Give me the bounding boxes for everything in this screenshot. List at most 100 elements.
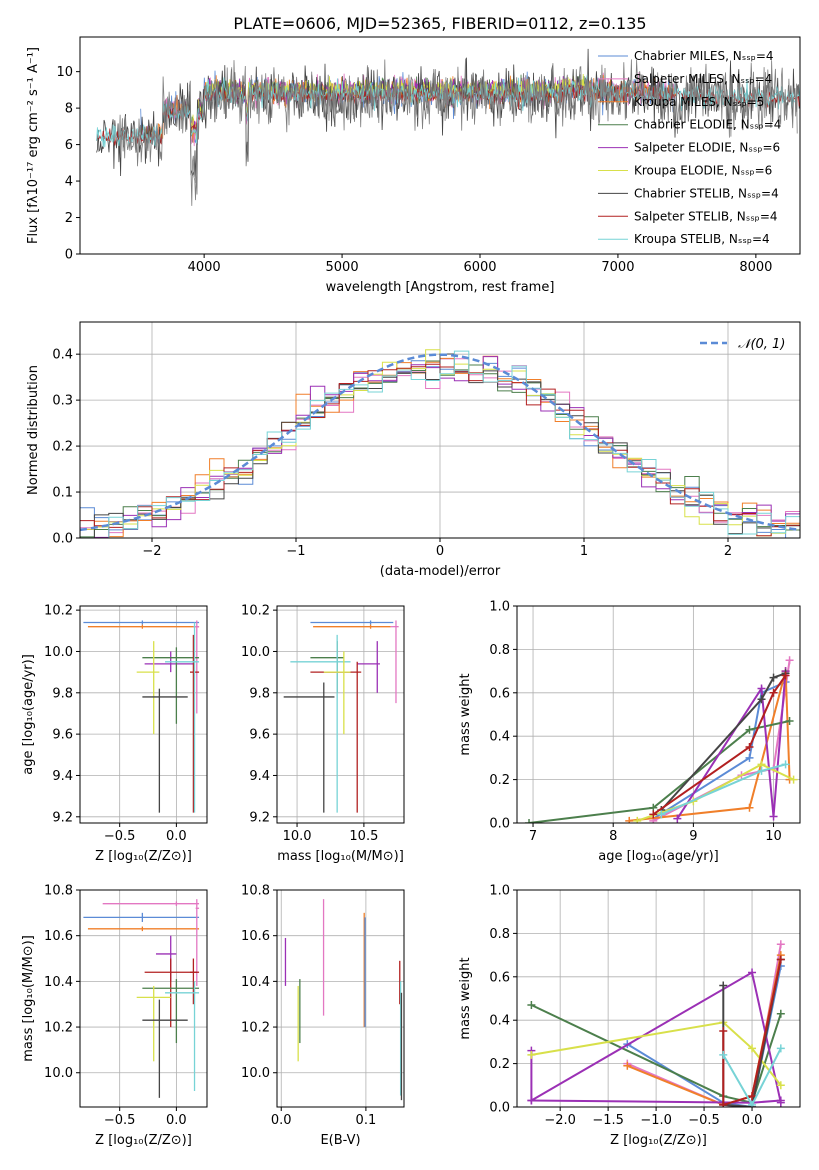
error-bar-point <box>102 901 200 906</box>
x-tick-label: −0.5 <box>104 1113 136 1128</box>
plot-area <box>83 620 200 813</box>
mass-weight-marker <box>719 981 728 990</box>
mass-weight-marker <box>748 1044 757 1053</box>
mass-weight-marker <box>719 1100 728 1107</box>
y-tick-label: 0.0 <box>489 1101 510 1116</box>
x-tick-label: 0.0 <box>166 1113 187 1128</box>
mass-weight-marker <box>757 684 766 693</box>
error-bar-point <box>290 634 351 813</box>
mass-weight-marker <box>757 766 766 775</box>
legend-label: Chabrier ELODIE, Nₛₛₚ=4 <box>634 118 781 132</box>
x-axis-label: wavelength [Angstrom, rest frame] <box>326 280 555 295</box>
plot-area <box>527 940 785 1107</box>
x-axis-label: age [log₁₀(age/yr)] <box>598 849 719 864</box>
y-tick-label: 10.0 <box>44 645 73 660</box>
mass-weight-line <box>636 763 795 822</box>
y-tick-label: 10 <box>56 65 73 80</box>
error-bar-point <box>390 620 399 704</box>
y-tick-label: 0.8 <box>489 643 510 658</box>
y-tick-label: 0.6 <box>489 970 510 985</box>
x-tick-label: 8 <box>609 829 617 844</box>
x-tick-label: 0.0 <box>271 1113 292 1128</box>
mass-weight-marker <box>649 810 658 819</box>
x-tick-label: 0.1 <box>356 1113 377 1128</box>
spectrum-series-line <box>118 58 798 206</box>
error-bar-point <box>142 647 200 724</box>
mass-weight-line <box>629 670 791 822</box>
mass-weight-marker <box>776 1044 785 1053</box>
legend-label: 𝒩(0, 1) <box>738 337 785 352</box>
legend-label: Salpeter ELODIE, Nₛₛₚ=6 <box>634 141 780 155</box>
x-tick-label: 10.0 <box>283 829 312 844</box>
mass-weight-marker <box>719 1027 728 1036</box>
mass-weight-line <box>531 1021 782 1086</box>
mass-weight-marker <box>745 743 754 752</box>
axes-frame <box>516 889 801 1108</box>
panel-age-vs-z: −0.5 0.0 9.2 9.4 9.6 9.8 10.0 10.2 Z [log₁₀(Z/Z⊙… <box>21 604 208 864</box>
y-tick-label: 10.0 <box>241 645 270 660</box>
legend-label: Kroupa ELODIE, Nₛₛₚ=6 <box>634 164 772 178</box>
legend-label: Chabrier MILES, Nₛₛₚ=4 <box>634 49 774 63</box>
y-tick-label: 8 <box>65 102 73 117</box>
plot-area <box>96 48 800 206</box>
mass-weight-marker <box>745 753 754 762</box>
panel-mass-weight-vs-z: −2.0 −1.5 −1.0 −0.5 0.0 0.0 0.2 0.4 0.6 0.8 1.0 Z [… <box>458 884 801 1148</box>
histogram-series <box>80 350 800 538</box>
error-bar-point <box>83 912 200 922</box>
error-bar-point <box>313 624 391 629</box>
x-tick-label: 0 <box>436 544 444 559</box>
mass-weight-marker <box>776 1009 785 1018</box>
y-axis-label: Normed distribution <box>26 365 41 495</box>
y-axis-label: age [log₁₀(age/yr)] <box>21 654 36 775</box>
y-tick-label: 9.2 <box>52 810 73 825</box>
x-axis-label: Z [log₁₀(Z/Z⊙)] <box>95 1133 192 1148</box>
error-bar-point <box>87 624 200 629</box>
y-axis-label: Flux [fλ10⁻¹⁷ erg cm⁻² s⁻¹ A⁻¹] <box>26 47 41 244</box>
y-tick-label: 10.0 <box>241 1066 270 1081</box>
mass-weight-marker <box>757 695 766 704</box>
y-tick-label: 4 <box>65 175 73 190</box>
error-bar-point <box>87 926 200 932</box>
error-bar-point <box>136 641 160 735</box>
y-tick-label: 0.4 <box>489 1014 510 1029</box>
x-tick-label: −0.5 <box>688 1113 720 1128</box>
axes-frame <box>516 605 801 824</box>
mass-weight-marker <box>776 1096 785 1105</box>
y-tick-label: 0.0 <box>52 532 73 547</box>
error-bar-point <box>357 641 380 693</box>
error-bar-point <box>165 622 200 813</box>
mass-weight-marker <box>776 940 785 949</box>
mass-weight-marker <box>781 760 790 769</box>
y-tick-label: 9.2 <box>249 810 270 825</box>
chart-title: PLATE=0606, MJD=52365, FIBERID=0112, z=0… <box>233 14 646 33</box>
mass-weight-marker <box>776 1081 785 1090</box>
y-tick-label: 10.0 <box>44 1066 73 1081</box>
x-tick-label: −1.0 <box>640 1113 672 1128</box>
y-tick-label: 0.2 <box>489 773 510 788</box>
panel-mass-vs-ebv: 0.0 0.1 10.0 10.2 10.4 10.6 10.8 E(B-V) <box>241 884 405 1148</box>
x-tick-label: 2 <box>724 544 732 559</box>
panel-spectrum: 4000 5000 6000 7000 8000 0 2 4 6 8 10 wavelength [A… <box>26 14 801 295</box>
error-bar-point <box>283 682 335 813</box>
mass-weight-marker <box>769 688 778 697</box>
y-tick-label: 0.2 <box>52 440 73 455</box>
error-bar-point <box>195 899 200 986</box>
y-tick-label: 9.4 <box>249 769 270 784</box>
legend: Chabrier MILES, Nₛₛₚ=4 Salpeter MILES, Nₛ… <box>598 49 781 246</box>
error-bar-point <box>142 979 200 1044</box>
mass-weight-marker <box>748 1100 757 1107</box>
histogram-series <box>80 363 800 537</box>
y-tick-label: 0.1 <box>52 486 73 501</box>
error-bar-point <box>323 651 351 735</box>
x-tick-label: 6000 <box>463 260 496 275</box>
y-axis-label: mass weight <box>458 673 473 755</box>
mass-weight-line <box>530 1004 782 1104</box>
x-tick-label: 1 <box>580 544 588 559</box>
y-tick-label: 9.8 <box>52 686 73 701</box>
axes-frame <box>276 605 405 824</box>
mass-weight-line <box>652 681 787 820</box>
x-tick-label: −1.5 <box>592 1113 624 1128</box>
y-axis-label: mass [log₁₀(M/M⊙)] <box>21 935 36 1062</box>
mass-weight-marker <box>789 775 798 784</box>
